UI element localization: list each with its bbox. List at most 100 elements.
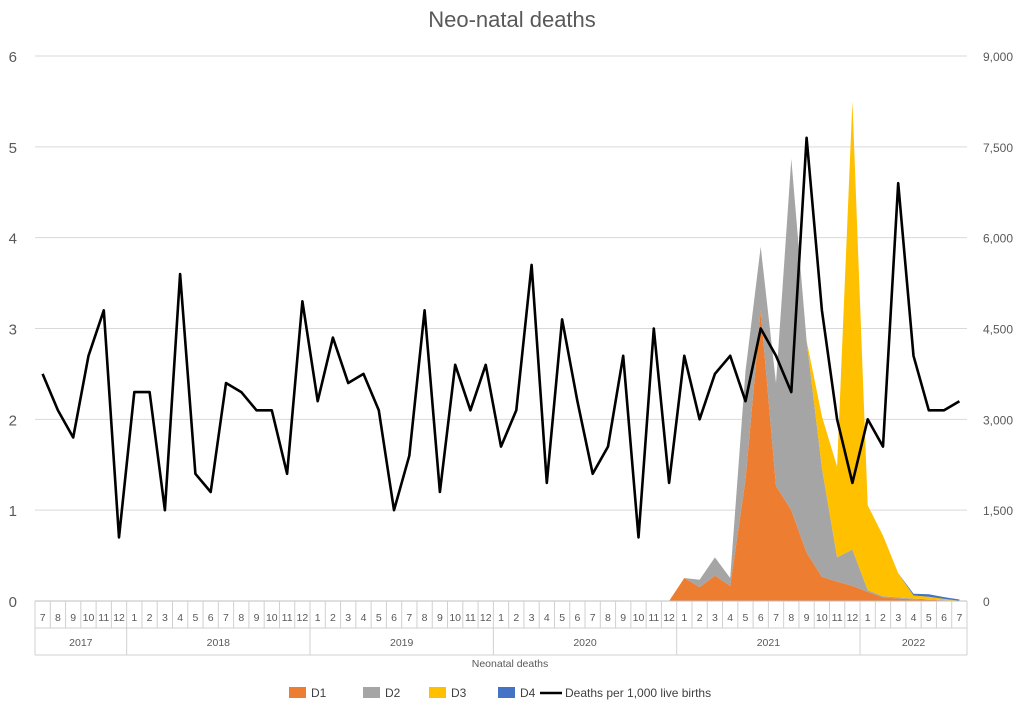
x-tick-label: 1 xyxy=(315,612,321,624)
x-tick-label: 1 xyxy=(498,612,504,624)
x-tick-label: 1 xyxy=(131,612,137,624)
x-tick-label: 9 xyxy=(620,612,626,624)
x-tick-label: 11 xyxy=(98,612,109,624)
year-label: 2021 xyxy=(757,637,781,649)
x-tick-label: 6 xyxy=(574,612,580,624)
x-tick-label: 6 xyxy=(208,612,214,624)
x-tick-label: 2 xyxy=(697,612,703,624)
x-tick-label: 12 xyxy=(847,612,859,624)
x-tick-label: 8 xyxy=(788,612,794,624)
x-tick-label: 7 xyxy=(406,612,412,624)
x-tick-label: 8 xyxy=(55,612,61,624)
x-tick-label: 4 xyxy=(727,612,733,624)
x-tick-label: 11 xyxy=(282,612,293,624)
x-tick-label: 4 xyxy=(544,612,550,624)
x-tick-label: 9 xyxy=(254,612,260,624)
area-d2 xyxy=(42,158,960,601)
y-tick-label: 2 xyxy=(9,412,17,429)
y2-tick-label: 9,000 xyxy=(983,50,1013,64)
x-tick-label: 10 xyxy=(449,612,461,624)
x-tick-label: 9 xyxy=(70,612,76,624)
x-tick-label: 10 xyxy=(83,612,95,624)
x-tick-label: 12 xyxy=(480,612,492,624)
x-tick-label: 7 xyxy=(223,612,229,624)
x-tick-label: 4 xyxy=(361,612,367,624)
y2-tick-label: 0 xyxy=(983,595,990,609)
x-tick-label: 5 xyxy=(743,612,749,624)
year-label: 2022 xyxy=(902,637,926,649)
x-tick-label: 1 xyxy=(865,612,871,624)
x-tick-label: 5 xyxy=(559,612,565,624)
deaths-per-1000-line xyxy=(41,136,961,539)
y-tick-label: 6 xyxy=(9,49,17,66)
legend-item: Deaths per 1,000 live births xyxy=(540,686,711,700)
y2-tick-label: 7,500 xyxy=(983,141,1013,155)
x-tick-label: 5 xyxy=(926,612,932,624)
area-d3 xyxy=(42,101,960,602)
x-tick-label: 2 xyxy=(330,612,336,624)
x-tick-label: 8 xyxy=(605,612,611,624)
x-tick-label: 9 xyxy=(804,612,810,624)
year-label: 2019 xyxy=(390,637,414,649)
legend-swatch xyxy=(498,687,515,698)
x-tick-label: 11 xyxy=(648,612,659,624)
legend-label: D1 xyxy=(311,686,327,700)
year-label: 2018 xyxy=(207,637,231,649)
x-tick-label: 7 xyxy=(956,612,962,624)
x-tick-label: 12 xyxy=(113,612,125,624)
x-tick-label: 5 xyxy=(376,612,382,624)
legend-label: D4 xyxy=(520,686,536,700)
y2-tick-label: 3,000 xyxy=(983,413,1013,427)
x-tick-label: 3 xyxy=(712,612,718,624)
line-series xyxy=(41,136,961,539)
legend-swatch xyxy=(429,687,446,698)
year-label: 2020 xyxy=(573,637,597,649)
y-tick-label: 0 xyxy=(9,594,17,611)
chart-title: Neo-natal deaths xyxy=(428,7,596,32)
x-tick-label: 7 xyxy=(773,612,779,624)
legend-item: D4 xyxy=(498,686,536,700)
area-series xyxy=(42,101,960,602)
legend-item: D3 xyxy=(429,686,467,700)
y2-tick-label: 1,500 xyxy=(983,504,1013,518)
x-tick-label: 4 xyxy=(177,612,183,624)
x-tick-label: 3 xyxy=(345,612,351,624)
x-tick-label: 9 xyxy=(437,612,443,624)
y-tick-label: 5 xyxy=(9,140,17,157)
x-tick-label: 12 xyxy=(297,612,309,624)
x-axis-title: Neonatal deaths xyxy=(472,658,548,670)
y2-tick-label: 4,500 xyxy=(983,323,1013,337)
year-label: 2017 xyxy=(69,637,93,649)
legend-item: D2 xyxy=(363,686,401,700)
x-tick-label: 10 xyxy=(633,612,645,624)
x-tick-label: 7 xyxy=(40,612,46,624)
x-tick-label: 12 xyxy=(663,612,675,624)
x-tick-label: 2 xyxy=(513,612,519,624)
x-tick-label: 10 xyxy=(816,612,828,624)
legend-item: D1 xyxy=(289,686,327,700)
x-tick-label: 6 xyxy=(941,612,947,624)
legend-label: Deaths per 1,000 live births xyxy=(565,686,711,700)
x-tick-label: 5 xyxy=(193,612,199,624)
y-tick-label: 3 xyxy=(9,322,17,339)
x-tick-label: 10 xyxy=(266,612,278,624)
legend-swatch xyxy=(363,687,380,698)
x-tick-label: 2 xyxy=(880,612,886,624)
x-tick-label: 6 xyxy=(391,612,397,624)
legend-label: D2 xyxy=(385,686,401,700)
x-tick-label: 4 xyxy=(911,612,917,624)
x-tick-label: 1 xyxy=(681,612,687,624)
x-tick-label: 3 xyxy=(895,612,901,624)
legend-swatch xyxy=(289,687,306,698)
y2-tick-label: 6,000 xyxy=(983,232,1013,246)
y-tick-label: 1 xyxy=(9,503,17,520)
legend-label: D3 xyxy=(451,686,467,700)
x-tick-label: 3 xyxy=(162,612,168,624)
x-tick-label: 3 xyxy=(529,612,535,624)
y-tick-label: 4 xyxy=(9,231,17,248)
x-tick-label: 11 xyxy=(832,612,843,624)
x-tick-label: 6 xyxy=(758,612,764,624)
